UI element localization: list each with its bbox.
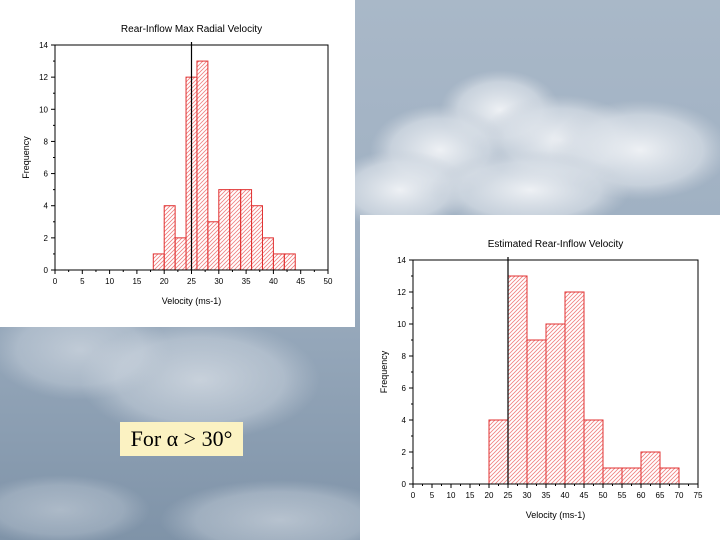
histogram-bar-0-6 [218,189,231,271]
y-tick-label-0-0: 0 [44,266,49,275]
y-tick-label-0-3: 6 [44,170,49,179]
x-tick-label-1-7: 35 [542,491,551,500]
x-axis-label-1: Velocity (ms-1) [526,510,586,520]
histogram-bar-0-2 [174,237,187,271]
x-tick-label-1-6: 30 [523,491,532,500]
x-tick-label-1-1: 5 [430,491,435,500]
histogram-bar-0-10 [261,237,274,271]
histogram-bar-0-5 [207,221,220,271]
histogram-bar-0-1 [163,205,176,271]
y-tick-label-1-3: 6 [402,384,407,393]
y-tick-label-0-1: 2 [44,234,49,243]
x-tick-label-1-11: 55 [618,491,627,500]
histogram-bar-1-0 [488,419,509,485]
histogram-bar-0-8 [240,189,253,271]
y-tick-label-1-5: 10 [397,320,406,329]
y-tick-label-1-6: 12 [397,288,406,297]
x-tick-label-1-10: 50 [599,491,608,500]
chart-title-1: Estimated Rear-Inflow Velocity [488,239,624,250]
x-tick-label-0-7: 35 [242,277,251,286]
x-tick-label-0-9: 45 [296,277,305,286]
caption-box: For α > 30° [120,422,243,456]
x-tick-label-1-2: 10 [447,491,456,500]
x-tick-label-1-14: 70 [675,491,684,500]
histogram-bar-0-0 [152,253,165,271]
histogram-panel-1: Rear-Inflow Max Radial Velocity 0 5 10 15 20 2… [0,0,355,327]
histogram-bar-1-7 [621,467,642,485]
histogram-panel-2: Estimated Rear-Inflow Velocity 0 5 10 15 20 25… [360,215,720,540]
histogram-bar-0-9 [251,205,263,271]
x-tick-label-0-2: 10 [105,277,114,286]
histogram-bar-1-8 [640,451,661,485]
histogram-bar-0-7 [229,189,242,271]
x-tick-label-1-4: 20 [485,491,494,500]
histogram-bar-0-11 [272,253,285,271]
y-tick-label-0-4: 8 [44,137,49,146]
x-tick-label-0-8: 40 [269,277,278,286]
y-tick-label-0-7: 14 [39,41,48,50]
cloud-shapes [0,70,720,540]
x-axis-label-0: Velocity (ms-1) [162,296,222,306]
x-tick-label-1-5: 25 [504,491,513,500]
x-tick-label-0-1: 5 [80,277,85,286]
y-tick-label-1-7: 14 [397,256,406,265]
histogram-bar-0-12 [283,253,296,271]
x-tick-label-1-13: 65 [656,491,665,500]
caption-text: For α > 30° [130,426,233,451]
x-tick-label-1-12: 60 [637,491,646,500]
y-tick-label-0-6: 12 [39,73,48,82]
x-tick-label-1-3: 15 [466,491,475,500]
histogram-bar-1-4 [564,291,585,485]
y-tick-label-1-4: 8 [402,352,407,361]
histogram-bar-1-5 [583,419,604,485]
x-tick-label-0-6: 30 [214,277,223,286]
x-tick-label-1-8: 40 [561,491,570,500]
x-tick-label-1-0: 0 [411,491,416,500]
y-tick-label-1-1: 2 [402,448,407,457]
histogram-bar-1-2 [526,339,547,485]
histogram-bar-1-6 [602,467,623,485]
x-tick-label-1-15: 75 [694,491,703,500]
y-tick-label-0-2: 4 [44,202,49,211]
x-tick-label-1-9: 45 [580,491,589,500]
x-tick-label-0-3: 15 [132,277,141,286]
histogram-bar-1-3 [545,323,566,485]
histogram-bar-1-9 [659,467,680,485]
y-tick-label-0-5: 10 [39,105,48,114]
chart-title-0: Rear-Inflow Max Radial Velocity [121,24,262,35]
y-axis-label-1: Frequency [379,350,389,393]
x-tick-label-0-10: 50 [324,277,333,286]
histogram-bar-0-4 [196,60,209,271]
y-tick-label-1-0: 0 [402,480,407,489]
x-tick-label-0-0: 0 [53,277,58,286]
histogram-bar-1-1 [507,275,528,485]
y-tick-label-1-2: 4 [402,416,407,425]
x-tick-label-0-4: 20 [160,277,169,286]
y-axis-label-0: Frequency [21,136,31,179]
x-tick-label-0-5: 25 [187,277,196,286]
